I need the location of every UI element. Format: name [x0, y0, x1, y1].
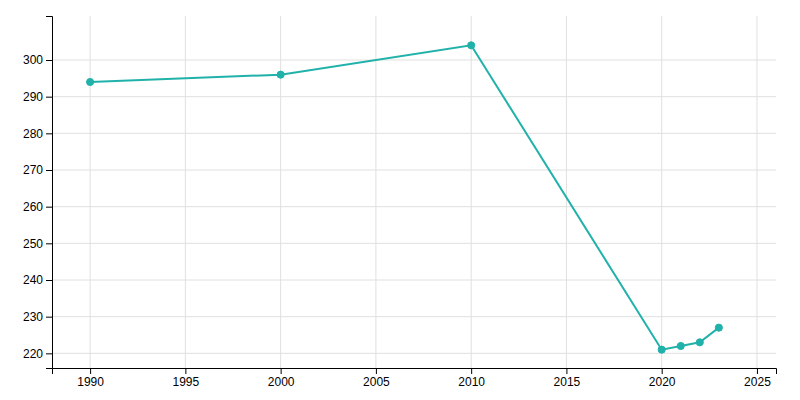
tick-label: 300 — [23, 53, 43, 67]
marker — [87, 78, 94, 85]
tick: 230 — [23, 310, 52, 324]
grid-line-x — [185, 16, 186, 368]
x-axis: 1990 1995 2000 2005 2010 2015 2020 2025 — [53, 368, 777, 389]
tick-label: 2020 — [649, 375, 676, 389]
tick-label: 250 — [23, 237, 43, 251]
grid-line-y — [52, 206, 776, 207]
tick-label: 290 — [23, 90, 43, 104]
marker — [468, 42, 475, 49]
tick: 220 — [23, 347, 52, 361]
grid-line-y — [52, 243, 776, 244]
tick-mark — [46, 243, 52, 244]
tick: 2010 — [458, 368, 485, 389]
tick-mark — [46, 97, 52, 98]
line — [90, 45, 719, 349]
tick-mark — [46, 60, 52, 61]
tick-label: 230 — [23, 310, 43, 324]
grid-line-y — [52, 353, 776, 354]
tick-mark — [46, 353, 52, 354]
axis-line — [46, 17, 53, 369]
grid-line-y — [52, 170, 776, 171]
tick-label: 2000 — [268, 375, 295, 389]
tick-mark — [90, 368, 91, 374]
marker — [677, 342, 684, 349]
grid-line-x — [661, 16, 662, 368]
marks — [87, 42, 723, 353]
tick: 2005 — [363, 368, 390, 389]
tick-label: 240 — [23, 273, 43, 287]
grid-line-y — [52, 280, 776, 281]
tick: 300 — [23, 53, 52, 67]
grid-line-y — [52, 96, 776, 97]
tick: 260 — [23, 200, 52, 214]
grid-line-x — [280, 16, 281, 368]
tick: 2025 — [744, 368, 771, 389]
chart: 1990 1995 2000 2005 2010 2015 2020 2025 220 230 24… — [0, 0, 800, 400]
tick-mark — [46, 317, 52, 318]
grid-line-y — [52, 316, 776, 317]
tick: 2015 — [554, 368, 581, 389]
marker — [658, 346, 665, 353]
grid-line-x — [756, 16, 757, 368]
tick-mark — [566, 368, 567, 374]
tick-mark — [185, 368, 186, 374]
marker — [715, 324, 722, 331]
tick-label: 1995 — [173, 375, 200, 389]
tick-label: 2010 — [458, 375, 485, 389]
grid-line-x — [90, 16, 91, 368]
tick-mark — [46, 133, 52, 134]
tick-label: 1990 — [77, 375, 104, 389]
tick: 1990 — [77, 368, 104, 389]
marker — [696, 339, 703, 346]
tick-mark — [46, 280, 52, 281]
grid-line-y — [52, 60, 776, 61]
tick: 270 — [23, 163, 52, 177]
tick-label: 220 — [23, 347, 43, 361]
tick-mark — [376, 368, 377, 374]
tick: 1995 — [173, 368, 200, 389]
tick: 2000 — [268, 368, 295, 389]
tick-label: 2005 — [363, 375, 390, 389]
tick-mark — [281, 368, 282, 374]
grid-line-y — [52, 133, 776, 134]
tick-mark — [46, 170, 52, 171]
grid-line-x — [566, 16, 567, 368]
tick-mark — [46, 207, 52, 208]
grid-line-x — [471, 16, 472, 368]
tick-label: 2015 — [554, 375, 581, 389]
plot: 1990 1995 2000 2005 2010 2015 2020 2025 220 230 24… — [23, 16, 777, 389]
tick-mark — [757, 368, 758, 374]
tick-label: 2025 — [744, 375, 771, 389]
tick: 290 — [23, 90, 52, 104]
grid — [52, 16, 776, 368]
tick: 250 — [23, 237, 52, 251]
tick-mark — [471, 368, 472, 374]
y-axis: 220 230 240 250 260 270 280 290 300 — [23, 17, 53, 369]
tick: 240 — [23, 273, 52, 287]
tick-mark — [662, 368, 663, 374]
tick: 280 — [23, 127, 52, 141]
tick-label: 270 — [23, 163, 43, 177]
grid-line-x — [375, 16, 376, 368]
axis-line — [53, 369, 777, 375]
tick: 2020 — [649, 368, 676, 389]
tick-label: 260 — [23, 200, 43, 214]
tick-label: 280 — [23, 127, 43, 141]
marker — [277, 71, 284, 78]
